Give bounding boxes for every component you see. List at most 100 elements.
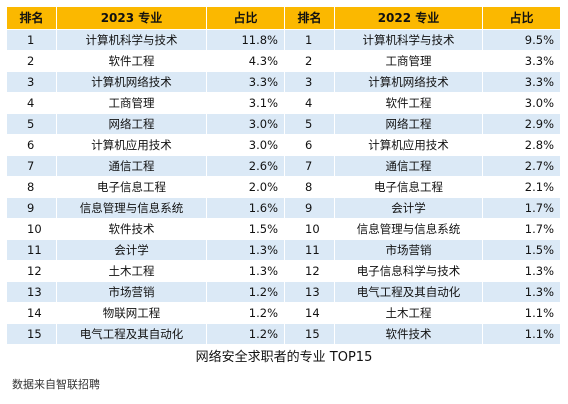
major-2023-cell: 计算机网络技术 xyxy=(56,71,207,93)
share-2022-cell: 1.1% xyxy=(482,323,561,345)
major-2022-cell: 软件工程 xyxy=(334,92,483,114)
share-2022-cell: 3.3% xyxy=(482,50,561,72)
major-2023-cell: 计算机科学与技术 xyxy=(56,29,207,51)
major-2022-cell: 计算机应用技术 xyxy=(334,134,483,156)
share-2023-cell: 11.8% xyxy=(206,29,285,51)
major-2023-cell: 会计学 xyxy=(56,239,207,261)
table-header-row: 排名 2023 专业 占比 排名 2022 专业 占比 xyxy=(6,6,561,30)
major-2022-cell: 土木工程 xyxy=(334,302,483,324)
share-2022-cell: 1.7% xyxy=(482,218,561,240)
share-2022-cell: 1.5% xyxy=(482,239,561,261)
share-2023-cell: 3.0% xyxy=(206,113,285,135)
major-2023-cell: 电气工程及其自动化 xyxy=(56,323,207,345)
header-rank-2022: 排名 xyxy=(284,6,335,30)
share-2023-cell: 1.2% xyxy=(206,281,285,303)
major-2023-cell: 软件技术 xyxy=(56,218,207,240)
major-2023-cell: 电子信息工程 xyxy=(56,176,207,198)
table-row: 2 软件工程 4.3% 2 工商管理 3.3% xyxy=(6,50,561,72)
share-2022-cell: 1.1% xyxy=(482,302,561,324)
rank-2022-cell: 10 xyxy=(284,218,335,240)
share-2023-cell: 1.6% xyxy=(206,197,285,219)
share-2023-cell: 1.3% xyxy=(206,239,285,261)
table-caption: 网络安全求职者的专业 TOP15 xyxy=(195,350,373,365)
major-2022-cell: 电子信息工程 xyxy=(334,176,483,198)
header-major-2023: 2023 专业 xyxy=(56,6,207,30)
share-2022-cell: 2.7% xyxy=(482,155,561,177)
rank-2022-cell: 11 xyxy=(284,239,335,261)
share-2022-cell: 2.8% xyxy=(482,134,561,156)
major-2023-cell: 物联网工程 xyxy=(56,302,207,324)
table-row: 4 工商管理 3.1% 4 软件工程 3.0% xyxy=(6,92,561,114)
table-row: 12 土木工程 1.3% 12 电子信息科学与技术 1.3% xyxy=(6,260,561,282)
rank-2022-cell: 12 xyxy=(284,260,335,282)
rank-2023-cell: 1 xyxy=(6,29,57,51)
major-2022-cell: 会计学 xyxy=(334,197,483,219)
major-2022-cell: 市场营销 xyxy=(334,239,483,261)
share-2023-cell: 3.0% xyxy=(206,134,285,156)
major-2022-cell: 工商管理 xyxy=(334,50,483,72)
share-2023-cell: 1.2% xyxy=(206,323,285,345)
major-ranking-table: 排名 2023 专业 占比 排名 2022 专业 占比 1 计算机科学与技术 11.… xyxy=(6,6,561,345)
table-row: 15 电气工程及其自动化 1.2% 15 软件技术 1.1% xyxy=(6,323,561,345)
rank-2022-cell: 15 xyxy=(284,323,335,345)
header-rank-2023: 排名 xyxy=(6,6,57,30)
rank-2023-cell: 2 xyxy=(6,50,57,72)
table-row: 10 软件技术 1.5% 10 信息管理与信息系统 1.7% xyxy=(6,218,561,240)
major-2022-cell: 信息管理与信息系统 xyxy=(334,218,483,240)
major-2022-cell: 电子信息科学与技术 xyxy=(334,260,483,282)
table-row: 8 电子信息工程 2.0% 8 电子信息工程 2.1% xyxy=(6,176,561,198)
rank-2022-cell: 13 xyxy=(284,281,335,303)
table-row: 3 计算机网络技术 3.3% 3 计算机网络技术 3.3% xyxy=(6,71,561,93)
major-2023-cell: 软件工程 xyxy=(56,50,207,72)
rank-2022-cell: 9 xyxy=(284,197,335,219)
table-row: 14 物联网工程 1.2% 14 土木工程 1.1% xyxy=(6,302,561,324)
share-2022-cell: 1.7% xyxy=(482,197,561,219)
table-row: 7 通信工程 2.6% 7 通信工程 2.7% xyxy=(6,155,561,177)
rank-2022-cell: 2 xyxy=(284,50,335,72)
rank-2022-cell: 6 xyxy=(284,134,335,156)
rank-2023-cell: 14 xyxy=(6,302,57,324)
share-2023-cell: 4.3% xyxy=(206,50,285,72)
major-2022-cell: 计算机网络技术 xyxy=(334,71,483,93)
major-2022-cell: 通信工程 xyxy=(334,155,483,177)
rank-2023-cell: 7 xyxy=(6,155,57,177)
major-2023-cell: 信息管理与信息系统 xyxy=(56,197,207,219)
major-2023-cell: 通信工程 xyxy=(56,155,207,177)
rank-2023-cell: 13 xyxy=(6,281,57,303)
rank-2022-cell: 3 xyxy=(284,71,335,93)
share-2023-cell: 2.0% xyxy=(206,176,285,198)
major-2022-cell: 电气工程及其自动化 xyxy=(334,281,483,303)
major-2022-cell: 计算机科学与技术 xyxy=(334,29,483,51)
share-2022-cell: 3.3% xyxy=(482,71,561,93)
major-2023-cell: 网络工程 xyxy=(56,113,207,135)
share-2023-cell: 3.3% xyxy=(206,71,285,93)
major-2023-cell: 土木工程 xyxy=(56,260,207,282)
share-2022-cell: 3.0% xyxy=(482,92,561,114)
rank-2022-cell: 7 xyxy=(284,155,335,177)
table-body: 1 计算机科学与技术 11.8% 1 计算机科学与技术 9.5% 2 软件工程 4.3% 2 工商管… xyxy=(6,29,561,345)
rank-2022-cell: 14 xyxy=(284,302,335,324)
table-row: 5 网络工程 3.0% 5 网络工程 2.9% xyxy=(6,113,561,135)
table-row: 9 信息管理与信息系统 1.6% 9 会计学 1.7% xyxy=(6,197,561,219)
major-2022-cell: 网络工程 xyxy=(334,113,483,135)
rank-2023-cell: 15 xyxy=(6,323,57,345)
major-2022-cell: 软件技术 xyxy=(334,323,483,345)
rank-2022-cell: 5 xyxy=(284,113,335,135)
header-share-2022: 占比 xyxy=(482,6,561,30)
share-2022-cell: 2.9% xyxy=(482,113,561,135)
rank-2022-cell: 4 xyxy=(284,92,335,114)
ranking-table-container: 排名 2023 专业 占比 排名 2022 专业 占比 1 计算机科学与技术 11.… xyxy=(6,6,561,345)
rank-2023-cell: 12 xyxy=(6,260,57,282)
share-2022-cell: 9.5% xyxy=(482,29,561,51)
share-2023-cell: 1.5% xyxy=(206,218,285,240)
rank-2023-cell: 11 xyxy=(6,239,57,261)
share-2023-cell: 2.6% xyxy=(206,155,285,177)
table-row: 11 会计学 1.3% 11 市场营销 1.5% xyxy=(6,239,561,261)
major-2023-cell: 工商管理 xyxy=(56,92,207,114)
rank-2022-cell: 8 xyxy=(284,176,335,198)
table-row: 6 计算机应用技术 3.0% 6 计算机应用技术 2.8% xyxy=(6,134,561,156)
share-2023-cell: 3.1% xyxy=(206,92,285,114)
rank-2023-cell: 8 xyxy=(6,176,57,198)
table-row: 13 市场营销 1.2% 13 电气工程及其自动化 1.3% xyxy=(6,281,561,303)
share-2022-cell: 1.3% xyxy=(482,260,561,282)
